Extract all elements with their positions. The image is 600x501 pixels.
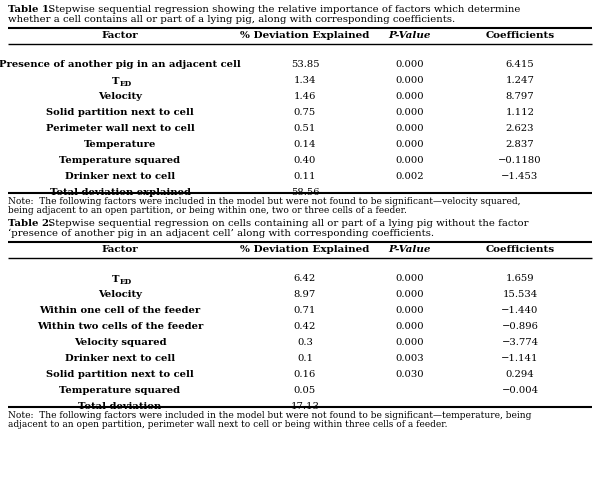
Text: Velocity squared: Velocity squared: [74, 338, 166, 347]
Text: 0.000: 0.000: [395, 322, 424, 331]
Text: 2.837: 2.837: [506, 140, 535, 149]
Text: 0.75: 0.75: [294, 108, 316, 117]
Text: 0.000: 0.000: [395, 108, 424, 117]
Text: 8.97: 8.97: [294, 290, 316, 299]
Text: Temperature: Temperature: [84, 140, 156, 149]
Text: 0.05: 0.05: [294, 386, 316, 395]
Text: adjacent to an open partition, perimeter wall next to cell or being within three: adjacent to an open partition, perimeter…: [8, 420, 448, 429]
Text: 0.000: 0.000: [395, 156, 424, 165]
Text: 0.40: 0.40: [294, 156, 316, 165]
Text: −1.453: −1.453: [502, 172, 539, 181]
Text: Stepwise sequential regression on cells containing all or part of a lying pig wi: Stepwise sequential regression on cells …: [45, 219, 529, 228]
Text: 8.797: 8.797: [506, 92, 535, 101]
Text: Total deviation explained: Total deviation explained: [49, 188, 191, 197]
Text: Table 1.: Table 1.: [8, 5, 53, 14]
Text: −1.440: −1.440: [502, 306, 539, 315]
Text: % Deviation Explained: % Deviation Explained: [241, 31, 370, 40]
Text: 0.002: 0.002: [395, 172, 424, 181]
Text: 0.000: 0.000: [395, 60, 424, 69]
Text: 0.71: 0.71: [294, 306, 316, 315]
Text: −0.896: −0.896: [502, 322, 538, 331]
Text: 0.000: 0.000: [395, 338, 424, 347]
Text: 0.000: 0.000: [395, 306, 424, 315]
Text: Drinker next to cell: Drinker next to cell: [65, 354, 175, 363]
Text: 53.85: 53.85: [290, 60, 319, 69]
Text: % Deviation Explained: % Deviation Explained: [241, 245, 370, 254]
Text: 1.659: 1.659: [506, 274, 535, 283]
Text: Total deviation: Total deviation: [79, 402, 161, 411]
Text: Coefficients: Coefficients: [485, 245, 554, 254]
Text: Factor: Factor: [101, 245, 139, 254]
Text: 0.003: 0.003: [395, 354, 424, 363]
Text: 0.294: 0.294: [506, 370, 535, 379]
Text: 0.16: 0.16: [294, 370, 316, 379]
Text: 0.000: 0.000: [395, 140, 424, 149]
Text: Perimeter wall next to cell: Perimeter wall next to cell: [46, 124, 194, 133]
Text: being adjacent to an open partition, or being within one, two or three cells of : being adjacent to an open partition, or …: [8, 206, 407, 215]
Text: whether a cell contains all or part of a lying pig, along with corresponding coe: whether a cell contains all or part of a…: [8, 15, 455, 24]
Text: Note:  The following factors were included in the model but were not found to be: Note: The following factors were include…: [8, 197, 521, 206]
Text: Factor: Factor: [101, 31, 139, 40]
Text: 0.1: 0.1: [297, 354, 313, 363]
Text: −0.004: −0.004: [502, 386, 539, 395]
Text: −1.141: −1.141: [501, 354, 539, 363]
Text: 58.56: 58.56: [291, 188, 319, 197]
Text: T: T: [112, 77, 119, 86]
Text: Stepwise sequential regression showing the relative importance of factors which : Stepwise sequential regression showing t…: [45, 5, 520, 14]
Text: 0.14: 0.14: [294, 140, 316, 149]
Text: 0.000: 0.000: [395, 274, 424, 283]
Text: Presence of another pig in an adjacent cell: Presence of another pig in an adjacent c…: [0, 60, 241, 69]
Text: Temperature squared: Temperature squared: [59, 156, 181, 165]
Text: P-Value: P-Value: [389, 31, 431, 40]
Text: −0.1180: −0.1180: [498, 156, 542, 165]
Text: Table 2.: Table 2.: [8, 219, 53, 228]
Text: 1.46: 1.46: [294, 92, 316, 101]
Text: Coefficients: Coefficients: [485, 31, 554, 40]
Text: 0.42: 0.42: [294, 322, 316, 331]
Text: 1.247: 1.247: [506, 76, 535, 85]
Text: 17.13: 17.13: [290, 402, 319, 411]
Text: Note:  The following factors were included in the model but were not found to be: Note: The following factors were include…: [8, 411, 532, 420]
Text: 2.623: 2.623: [506, 124, 534, 133]
Text: ED: ED: [120, 80, 132, 88]
Text: 0.030: 0.030: [395, 370, 424, 379]
Text: 15.534: 15.534: [502, 290, 538, 299]
Text: ‘presence of another pig in an adjacent cell’ along with corresponding coefficie: ‘presence of another pig in an adjacent …: [8, 229, 434, 238]
Text: 1.34: 1.34: [294, 76, 316, 85]
Text: 0.000: 0.000: [395, 124, 424, 133]
Text: 0.51: 0.51: [294, 124, 316, 133]
Text: 0.000: 0.000: [395, 92, 424, 101]
Text: Drinker next to cell: Drinker next to cell: [65, 172, 175, 181]
Text: P-Value: P-Value: [389, 245, 431, 254]
Text: Solid partition next to cell: Solid partition next to cell: [46, 370, 194, 379]
Text: Velocity: Velocity: [98, 92, 142, 101]
Text: 1.112: 1.112: [505, 108, 535, 117]
Text: 6.42: 6.42: [294, 274, 316, 283]
Text: 0.11: 0.11: [294, 172, 316, 181]
Text: 0.3: 0.3: [297, 338, 313, 347]
Text: ED: ED: [120, 278, 132, 286]
Text: −3.774: −3.774: [502, 338, 539, 347]
Text: 0.000: 0.000: [395, 290, 424, 299]
Text: 0.000: 0.000: [395, 76, 424, 85]
Text: Within two cells of the feeder: Within two cells of the feeder: [37, 322, 203, 331]
Text: 6.415: 6.415: [506, 60, 535, 69]
Text: Within one cell of the feeder: Within one cell of the feeder: [40, 306, 200, 315]
Text: T: T: [112, 275, 119, 284]
Text: Solid partition next to cell: Solid partition next to cell: [46, 108, 194, 117]
Text: Velocity: Velocity: [98, 290, 142, 299]
Text: Temperature squared: Temperature squared: [59, 386, 181, 395]
